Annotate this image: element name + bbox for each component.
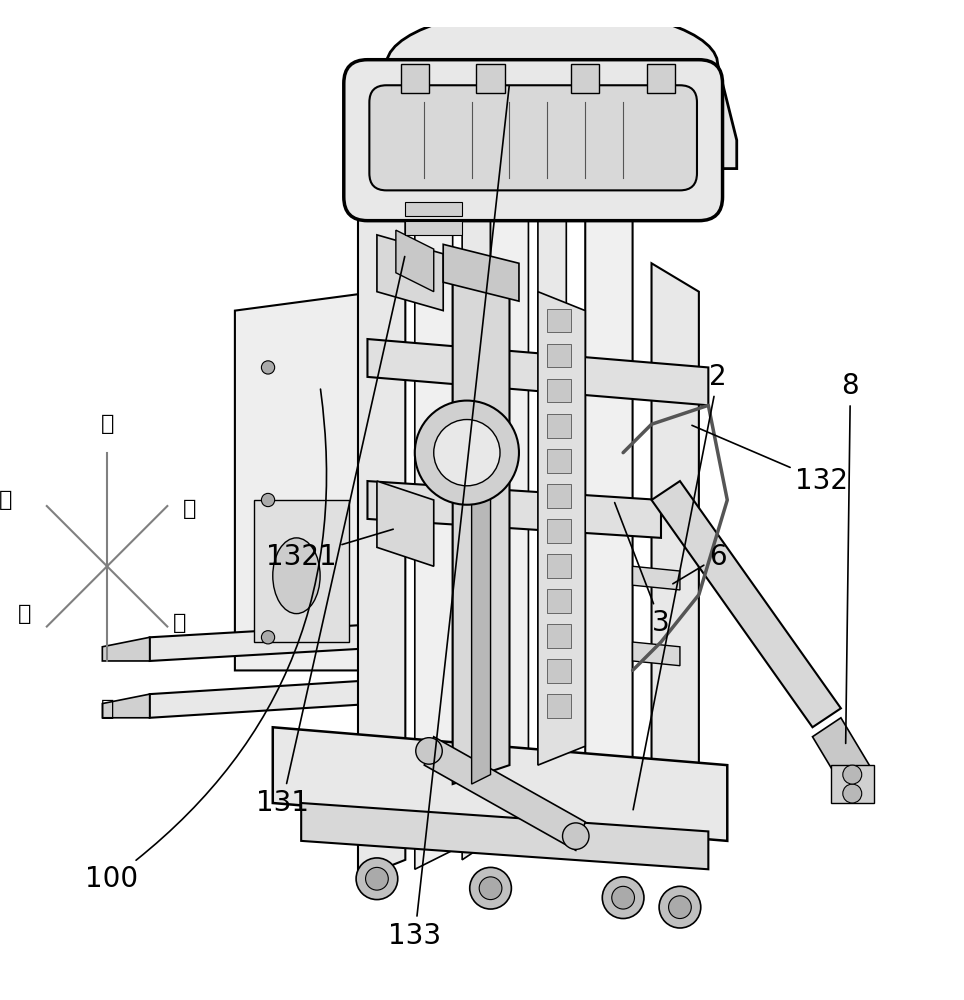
Text: 后: 后 [174, 613, 187, 633]
Circle shape [602, 877, 644, 919]
Bar [548, 554, 571, 578]
Bar [548, 484, 571, 508]
Bar [548, 589, 571, 613]
Bar [548, 309, 571, 332]
Polygon shape [301, 803, 709, 869]
Polygon shape [491, 150, 528, 850]
Bar [405, 202, 462, 216]
Polygon shape [377, 235, 443, 311]
Polygon shape [471, 405, 491, 784]
Bar [548, 344, 571, 367]
Circle shape [479, 877, 502, 900]
Polygon shape [235, 292, 396, 670]
Circle shape [415, 401, 519, 505]
Polygon shape [377, 481, 434, 566]
Bar [571, 64, 600, 93]
Text: 下: 下 [100, 699, 114, 719]
Circle shape [261, 631, 275, 644]
Bar [401, 64, 429, 93]
Text: 左: 左 [183, 499, 197, 519]
Text: 3: 3 [615, 503, 670, 637]
Polygon shape [358, 121, 405, 879]
Polygon shape [415, 131, 453, 869]
FancyBboxPatch shape [344, 60, 723, 221]
Circle shape [415, 738, 442, 764]
Circle shape [659, 886, 701, 928]
Bar [548, 449, 571, 473]
Polygon shape [396, 230, 434, 292]
Bar [548, 414, 571, 438]
Circle shape [612, 886, 634, 909]
Polygon shape [453, 263, 510, 784]
Bar [476, 64, 505, 93]
Text: 1321: 1321 [266, 529, 393, 571]
Polygon shape [632, 642, 680, 666]
Polygon shape [652, 481, 841, 727]
Polygon shape [632, 566, 680, 590]
Bar [548, 379, 571, 402]
Polygon shape [367, 339, 709, 405]
Circle shape [261, 493, 275, 507]
FancyBboxPatch shape [369, 85, 697, 190]
Text: 132: 132 [692, 425, 848, 495]
Polygon shape [273, 727, 727, 841]
Polygon shape [652, 263, 699, 831]
Bar [548, 659, 571, 683]
Ellipse shape [273, 538, 320, 614]
Text: 2: 2 [633, 363, 727, 810]
Text: 100: 100 [85, 389, 327, 893]
Polygon shape [102, 694, 149, 718]
Polygon shape [538, 159, 566, 841]
Text: 133: 133 [388, 86, 509, 950]
Bar [647, 64, 675, 93]
Circle shape [563, 823, 589, 849]
Polygon shape [585, 169, 632, 831]
Text: 6: 6 [673, 543, 727, 584]
Text: 前: 前 [0, 490, 13, 510]
Polygon shape [424, 737, 585, 850]
Circle shape [669, 896, 691, 919]
Polygon shape [102, 637, 149, 661]
Text: 上: 上 [100, 414, 114, 434]
Circle shape [365, 867, 388, 890]
Bar [548, 519, 571, 543]
Bar [548, 694, 571, 718]
Circle shape [843, 784, 862, 803]
Polygon shape [813, 718, 870, 784]
Bar [548, 624, 571, 648]
Polygon shape [538, 292, 585, 765]
Polygon shape [367, 481, 661, 538]
Polygon shape [443, 244, 519, 301]
Polygon shape [149, 680, 377, 718]
Polygon shape [462, 140, 491, 860]
Bar [254, 500, 349, 642]
Bar [831, 765, 874, 803]
Circle shape [843, 765, 862, 784]
Text: 右: 右 [18, 604, 31, 624]
Circle shape [356, 858, 398, 900]
Bar [405, 221, 462, 235]
Polygon shape [367, 8, 736, 169]
Polygon shape [149, 623, 396, 661]
Circle shape [261, 361, 275, 374]
Text: 8: 8 [842, 372, 859, 743]
Circle shape [434, 420, 500, 486]
Circle shape [469, 867, 511, 909]
Text: 131: 131 [255, 257, 405, 817]
